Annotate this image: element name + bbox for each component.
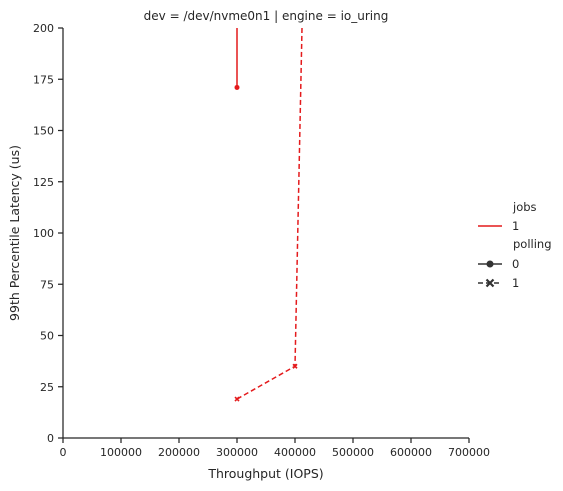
x-tick-label: 100000 <box>100 446 142 459</box>
x-axis-label: Throughput (IOPS) <box>207 466 323 481</box>
y-tick-label: 25 <box>40 381 54 394</box>
data-point-polling-1 <box>234 396 240 402</box>
y-tick-label: 200 <box>33 22 54 35</box>
chart-title: dev = /dev/nvme0n1 | engine = io_uring <box>144 9 389 23</box>
legend-label-jobs-1: 1 <box>512 219 519 233</box>
y-tick-label: 75 <box>40 278 54 291</box>
legend-title-polling: polling <box>513 237 552 251</box>
x-tick-label: 400000 <box>274 446 316 459</box>
plot-series-group <box>236 28 303 400</box>
plot-marker-group <box>234 84 298 402</box>
y-axis-label: 99th Percentile Latency (us) <box>7 145 22 321</box>
x-tick-label: 700000 <box>448 446 490 459</box>
x-tick-label: 0 <box>60 446 67 459</box>
legend-marker-polling-0 <box>486 260 494 268</box>
y-tick-label: 150 <box>33 125 54 138</box>
legend: jobs 1 polling 0 1 <box>478 200 552 290</box>
x-tick-label: 500000 <box>332 446 374 459</box>
y-tick-label: 175 <box>33 73 54 86</box>
y-tick-label: 100 <box>33 227 54 240</box>
x-tick-label: 300000 <box>216 446 258 459</box>
data-point-polling-0 <box>234 84 240 90</box>
x-tick-label: 600000 <box>390 446 432 459</box>
legend-marker-polling-1 <box>485 278 495 288</box>
x-tick-group: 0 100000 200000 300000 400000 500000 600000 700… <box>60 438 490 459</box>
y-tick-label: 0 <box>47 432 54 445</box>
y-tick-label: 125 <box>33 176 54 189</box>
legend-label-polling-1: 1 <box>512 276 519 290</box>
data-point-polling-1 <box>292 363 298 369</box>
legend-title-jobs: jobs <box>512 200 537 214</box>
y-tick-label: 50 <box>40 330 54 343</box>
series-line-polling-1 <box>236 28 303 400</box>
legend-label-polling-0: 0 <box>512 257 519 271</box>
x-tick-label: 200000 <box>158 446 200 459</box>
y-tick-group: 0 25 50 75 100 125 150 175 200 <box>33 22 63 445</box>
